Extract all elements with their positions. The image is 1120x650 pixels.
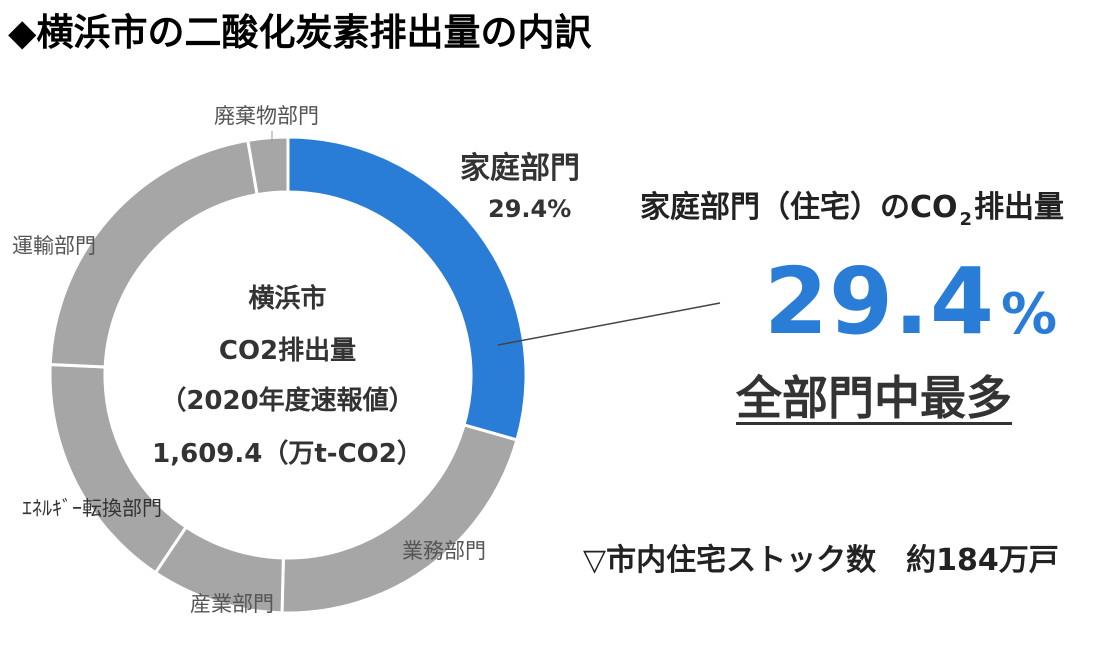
callout-unit: % bbox=[1001, 282, 1058, 347]
slice-value-household: 29.4% bbox=[488, 195, 572, 223]
slice-label-energy: ｴﾈﾙｷﾞｰ転換部門 bbox=[22, 496, 162, 520]
slice-label-household: 家庭部門 bbox=[460, 151, 580, 186]
callout-leader-line bbox=[497, 302, 721, 346]
center-line-1: 横浜市 bbox=[248, 284, 327, 314]
slice-label-waste: 廃棄物部門 bbox=[214, 104, 319, 128]
callout-heading-subscript: 2 bbox=[959, 209, 973, 230]
center-line-4: 1,609.4（万t-CO2） bbox=[152, 439, 423, 469]
housing-stock-note: ▽市内住宅ストック数 約184万戸 bbox=[583, 543, 1059, 578]
callout-big-value: 29.4% bbox=[764, 248, 1057, 355]
slice-label-industry: 産業部門 bbox=[190, 592, 274, 616]
callout-emphasis: 全部門中最多 bbox=[736, 371, 1012, 425]
donut-slice-0 bbox=[286, 135, 528, 442]
donut-slice-5 bbox=[246, 135, 290, 197]
center-line-2: CO2排出量 bbox=[218, 336, 357, 366]
callout-heading-text: 家庭部門（住宅）のCO bbox=[640, 190, 958, 225]
callout-heading: 家庭部門（住宅）のCO 2排出量 bbox=[640, 182, 1064, 230]
slice-label-business: 業務部門 bbox=[402, 539, 486, 563]
page-title: ◆横浜市の二酸化炭素排出量の内訳 bbox=[8, 11, 592, 54]
slice-label-transport: 運輸部門 bbox=[12, 234, 96, 258]
callout-number: 29.4 bbox=[764, 248, 995, 355]
callout-heading-suffix: 排出量 bbox=[974, 190, 1065, 225]
center-line-3: （2020年度速報値） bbox=[160, 386, 415, 416]
